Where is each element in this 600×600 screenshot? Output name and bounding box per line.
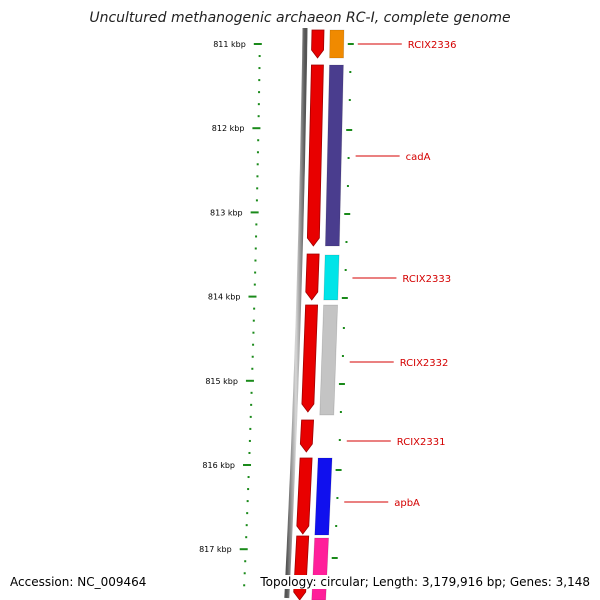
gene-block bbox=[329, 29, 345, 59]
scale-ticks: 811 kbp 812 kbp 813 kbp 814 kbp 815 kbp 816 k… bbox=[199, 40, 354, 587]
scale-label: 815 kbp bbox=[205, 377, 238, 386]
cds-arrow bbox=[293, 535, 310, 600]
gene-label: RCIX2332 bbox=[400, 358, 449, 369]
scale-label: 814 kbp bbox=[208, 293, 241, 302]
genome-summary-text: Topology: circular; Length: 3,179,916 bp… bbox=[256, 575, 590, 589]
cds-arrow bbox=[299, 419, 315, 453]
gene-label: apbA bbox=[394, 498, 420, 509]
scale-label: 813 kbp bbox=[210, 208, 243, 217]
scale-label: 812 kbp bbox=[212, 124, 245, 133]
accession-text: Accession: NC_009464 bbox=[10, 575, 147, 589]
gene-block bbox=[323, 254, 340, 301]
gene-label: RCIX2333 bbox=[402, 274, 451, 285]
gene-label: RCIX2336 bbox=[408, 40, 457, 51]
gene-label: RCIX2331 bbox=[397, 437, 446, 448]
gene-block bbox=[311, 537, 330, 600]
cds-arrow bbox=[311, 29, 325, 59]
map-title: Uncultured methanogenic archaeon RC-I, c… bbox=[89, 10, 511, 26]
cds-arrow bbox=[301, 304, 319, 413]
gene-labels: RCIX2336 cadA RCIX2333 RCIX2332 RCIX2331 apbA bbox=[344, 40, 456, 509]
gene-block bbox=[314, 457, 333, 536]
cds-arrow bbox=[305, 253, 320, 301]
backbone-arc bbox=[284, 27, 308, 599]
gene-label: cadA bbox=[406, 152, 431, 163]
scale-label: 811 kbp bbox=[213, 40, 246, 49]
backbone-line bbox=[284, 27, 308, 599]
scale-label: 816 kbp bbox=[202, 461, 235, 470]
gene-block bbox=[324, 64, 344, 247]
scale-label: 817 kbp bbox=[199, 545, 232, 554]
gene-block bbox=[319, 304, 339, 416]
cds-arrow bbox=[296, 457, 313, 535]
cds-arrow bbox=[306, 64, 324, 247]
